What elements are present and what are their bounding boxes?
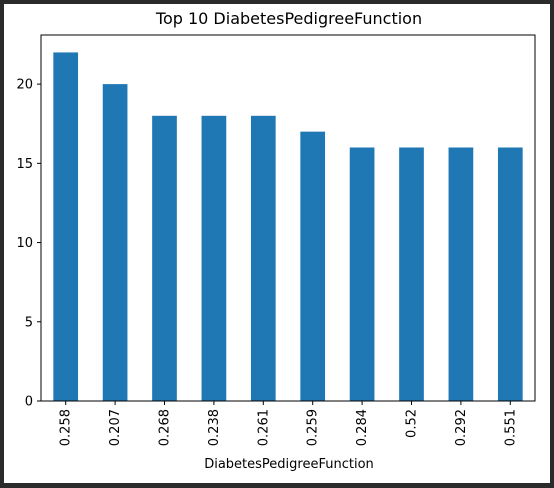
bar	[102, 84, 128, 401]
bar	[53, 52, 79, 402]
x-tick-label: 0.238	[207, 409, 222, 446]
x-tick-label: 0.268	[158, 409, 173, 446]
x-tick-label: 0.292	[454, 409, 469, 446]
x-tick-label: 0.284	[355, 409, 370, 446]
bar	[448, 147, 474, 401]
x-tick-label: 0.259	[306, 409, 321, 446]
plot-frame	[40, 34, 536, 402]
bar	[399, 147, 424, 401]
chart-figure: Top 10 DiabetesPedigreeFunction 0 5 10 15 20…	[4, 4, 550, 483]
bars-group	[53, 52, 523, 402]
chart-title: Top 10 DiabetesPedigreeFunction	[155, 9, 422, 28]
bar	[349, 147, 375, 401]
bar-chart: Top 10 DiabetesPedigreeFunction 0 5 10 15 20…	[16, 9, 536, 472]
x-tick-label: 0.551	[503, 409, 518, 446]
bar	[250, 115, 276, 402]
x-tick-label: 0.207	[108, 409, 123, 446]
y-tick-label: 0	[25, 395, 33, 410]
y-tick-label: 15	[16, 157, 33, 172]
bar	[201, 115, 227, 402]
y-axis: 0 5 10 15 20	[16, 78, 41, 410]
x-tick-label: 0.52	[405, 409, 420, 438]
bar	[152, 115, 177, 402]
y-tick-label: 5	[25, 315, 33, 330]
x-axis-label: DiabetesPedigreeFunction	[204, 457, 374, 472]
y-tick-label: 10	[16, 236, 33, 251]
bar	[497, 147, 523, 401]
x-tick-label: 0.261	[256, 409, 271, 446]
y-tick-label: 20	[16, 78, 33, 93]
x-tick-label: 0.258	[59, 409, 74, 446]
bar	[300, 131, 326, 401]
x-axis: 0.258 0.207 0.268 0.238 0.261 0.259 0.284 0.52 0…	[59, 401, 518, 446]
